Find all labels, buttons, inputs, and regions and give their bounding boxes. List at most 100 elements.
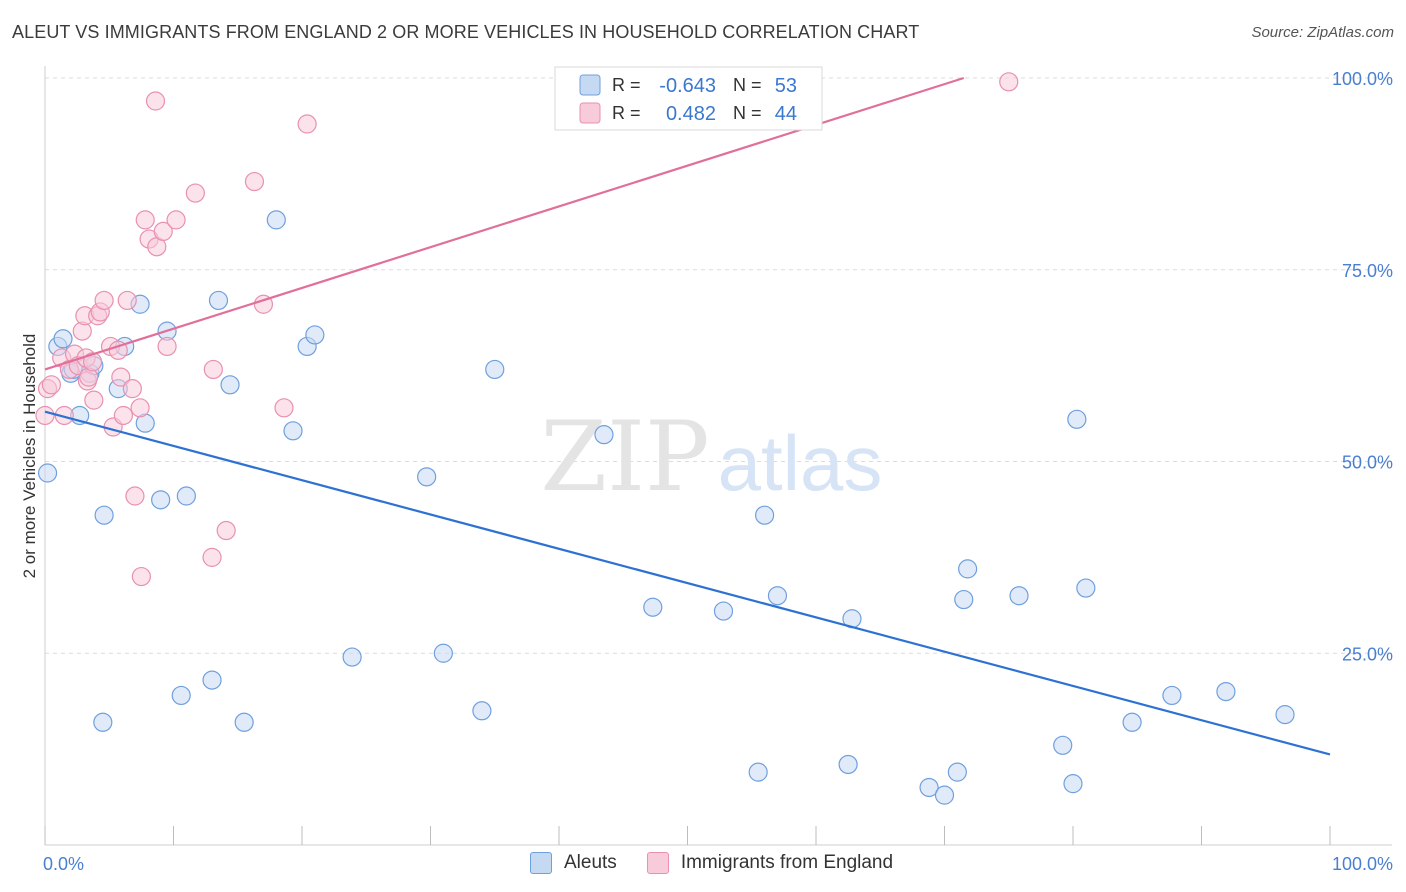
stats-n-value: 44 [775,103,797,125]
aleuts-point [1067,409,1087,429]
england-point [131,566,151,587]
y-tick-label: 100.0% [1332,69,1393,89]
aleuts-point [1216,681,1236,702]
y-tick-label: 25.0% [1342,644,1393,664]
aleuts-point [433,643,453,663]
y-tick-label: 50.0% [1342,453,1393,473]
axes [44,66,1392,846]
england-point [125,486,145,506]
england-point [84,390,104,410]
aleuts-point [472,701,492,721]
aleuts-point [93,712,113,732]
aleuts-point [1009,586,1029,606]
aleuts-point [234,712,254,732]
stats-swatch [579,74,601,96]
aleuts-point [305,325,325,345]
aleuts-point [947,762,967,782]
aleuts-point [838,754,858,775]
aleuts-point [37,463,58,483]
england-point [274,398,294,418]
aleuts-point [151,490,171,510]
aleuts-point [1275,705,1295,725]
england-point [244,171,265,192]
stats-r-value: 0.482 [666,103,716,125]
y-axis-label: 2 or more Vehicles in Household [20,334,39,579]
legend-item-aleuts: Aleuts [530,852,617,874]
aleuts-point [94,505,114,525]
x-tick-label-min: 0.0% [43,854,84,874]
legend-swatch-aleuts [530,852,552,874]
aleuts-point [594,425,614,445]
england-point [203,359,223,380]
legend-item-england: Immigrants from England [646,852,894,874]
aleuts-trend-line [44,410,1331,756]
stats-r-label: R = [612,75,641,95]
aleuts-point [220,375,240,395]
aleuts-point [713,601,734,621]
aleuts-point [754,505,775,525]
england-point [111,367,131,387]
england-point [130,398,150,418]
england-point [122,379,142,399]
stats-n-label: N = [733,75,762,95]
gridlines [45,77,1392,654]
legend-swatch-england [646,852,669,874]
aleuts-point [202,670,222,690]
england-point [216,520,236,541]
england-point [82,352,103,372]
england-point [297,114,317,134]
england-point [153,221,173,241]
england-point [185,183,205,203]
aleuts-point [485,359,505,380]
aleuts-point [643,597,663,617]
aleuts-point [919,777,939,798]
y-tick-label: 75.0% [1342,261,1393,281]
england-point [94,290,114,311]
stats-legend-box: R = -0.643 N = 53 R = 0.482 N = 44 [554,66,823,131]
aleuts-point [342,647,362,667]
england-point [113,405,133,426]
chart-title: ALEUT VS IMMIGRANTS FROM ENGLAND 2 OR MO… [12,22,920,42]
aleuts-point [1122,712,1142,732]
watermark-zip: ZIP [540,401,709,513]
england-point [166,210,186,230]
legend-label-england: Immigrants from England [680,852,894,873]
england-point [999,72,1019,92]
aleuts-point [1076,578,1096,598]
stats-n-label: N = [733,103,762,123]
source-label: Source: ZipAtlas.com [1251,24,1394,41]
england-point [145,91,166,111]
aleuts-point [53,329,73,349]
aleuts-point [954,589,974,610]
aleuts-point [748,762,768,782]
aleuts-point [208,290,229,311]
aleuts-point [266,210,286,230]
england-point [35,405,55,426]
aleuts-point [176,486,196,506]
england-point [117,290,137,311]
aleuts-point [934,785,955,805]
watermark-atlas: atlas [718,419,883,507]
aleuts-point [171,685,191,706]
legend-label-aleuts: Aleuts [564,852,617,873]
stats-n-value: 53 [775,75,797,97]
stats-r-value: -0.643 [659,75,716,97]
england-point [41,375,62,395]
aleuts-point [958,559,978,579]
aleuts-point [283,421,303,441]
tick-labels: 25.0% 50.0% 75.0% 100.0% 0.0% 100.0% [43,69,1393,874]
stats-r-label: R = [612,103,641,123]
watermark: ZIP atlas [540,401,882,513]
x-tick-label-max: 100.0% [1332,854,1393,874]
stats-swatch [579,102,601,124]
aleuts-point [767,586,788,606]
aleuts-point [1053,735,1073,755]
aleuts-point [1162,685,1182,706]
england-point [202,547,222,567]
aleuts-point [417,467,437,487]
aleuts-point [1063,774,1083,794]
bottom-legend: Aleuts Immigrants from England [530,852,923,874]
england-point [157,336,177,357]
england-point [135,210,155,230]
